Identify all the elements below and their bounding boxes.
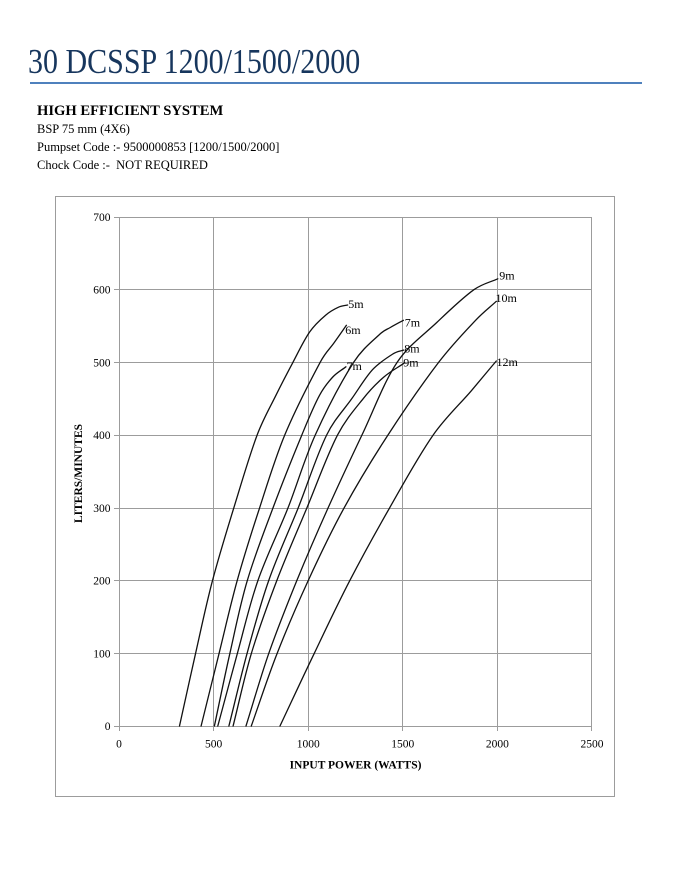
svg-text:2500: 2500 <box>581 739 604 751</box>
svg-text:0: 0 <box>116 739 122 751</box>
svg-text:5m: 5m <box>348 297 364 311</box>
svg-text:600: 600 <box>93 285 111 297</box>
svg-text:0: 0 <box>105 721 111 733</box>
svg-text:200: 200 <box>93 576 111 588</box>
svg-text:7m: 7m <box>347 359 363 373</box>
svg-text:8m: 8m <box>404 342 420 356</box>
svg-text:12m: 12m <box>497 355 519 369</box>
svg-text:7m: 7m <box>405 315 421 329</box>
svg-text:500: 500 <box>205 739 223 751</box>
svg-text:LITERS/MINUTES: LITERS/MINUTES <box>73 424 85 523</box>
svg-text:INPUT POWER (WATTS): INPUT POWER (WATTS) <box>290 760 422 772</box>
svg-text:300: 300 <box>93 503 111 515</box>
svg-text:9m: 9m <box>403 355 419 369</box>
svg-text:100: 100 <box>93 648 111 660</box>
svg-text:500: 500 <box>93 357 111 369</box>
svg-text:1500: 1500 <box>391 739 414 751</box>
svg-text:9m: 9m <box>499 269 515 283</box>
svg-text:700: 700 <box>93 212 111 224</box>
svg-text:2000: 2000 <box>486 739 509 751</box>
svg-text:1000: 1000 <box>297 739 320 751</box>
svg-text:6m: 6m <box>345 323 361 337</box>
svg-text:400: 400 <box>93 430 111 442</box>
svg-text:10m: 10m <box>496 291 518 305</box>
